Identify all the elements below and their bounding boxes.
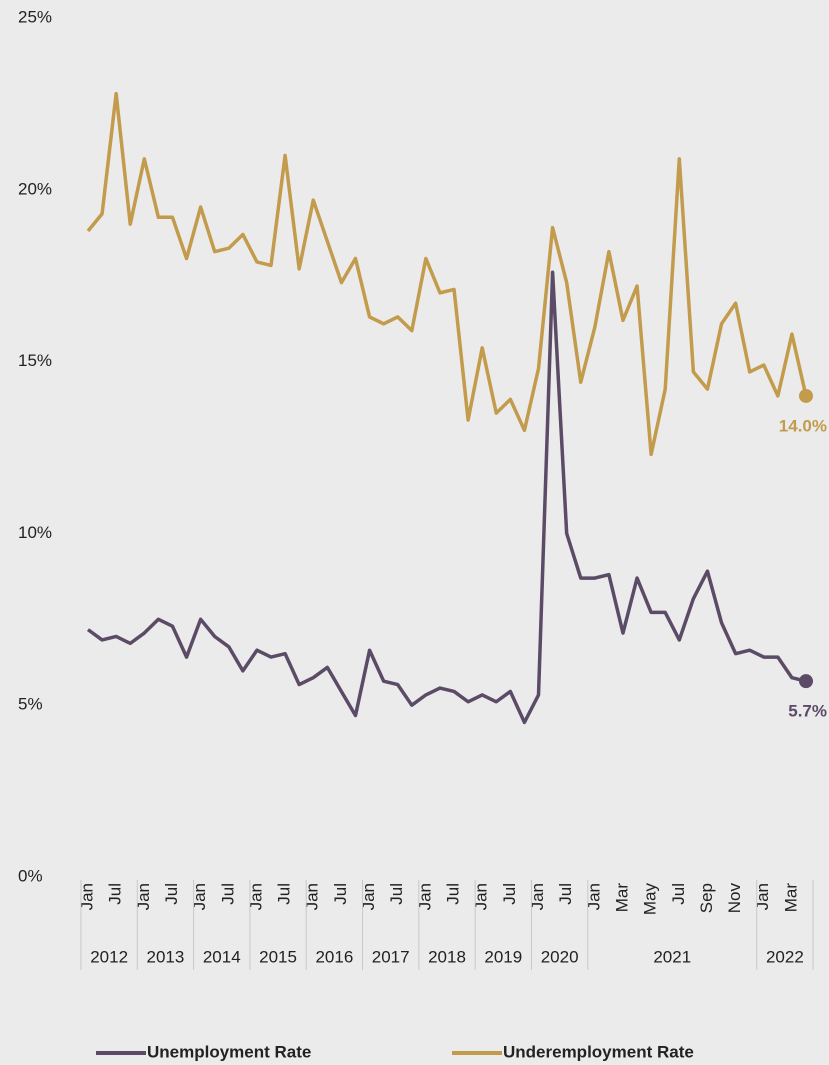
x-tick-label: Mar — [612, 883, 631, 913]
legend-label: Underemployment Rate — [503, 1042, 694, 1061]
y-tick-label: 10% — [18, 523, 52, 542]
x-group-label: 2018 — [428, 947, 466, 966]
x-tick-label: Jul — [162, 883, 181, 905]
x-tick-label: Jan — [584, 883, 603, 910]
x-tick-label: Nov — [725, 883, 744, 914]
x-tick-label: Jul — [500, 883, 519, 905]
x-group-label: 2017 — [372, 947, 410, 966]
series-line — [86, 270, 807, 725]
y-tick-label: 20% — [18, 179, 52, 198]
data-label: 14.0% — [779, 416, 827, 435]
x-tick-label: Jan — [134, 883, 153, 910]
y-tick-label: 5% — [18, 695, 43, 714]
y-tick-label: 15% — [18, 351, 52, 370]
x-group-label: 2013 — [147, 947, 185, 966]
x-tick-label: Jul — [331, 883, 350, 905]
series-line — [86, 91, 808, 457]
x-group-label: 2015 — [259, 947, 297, 966]
x-tick-label: Jul — [218, 883, 237, 905]
y-tick-label: 0% — [18, 866, 43, 885]
x-tick-label: Jan — [359, 883, 378, 910]
legend-label: Unemployment Rate — [147, 1042, 311, 1061]
x-group-label: 2014 — [203, 947, 241, 966]
x-tick-label: Jul — [387, 883, 406, 905]
x-group-label: 2012 — [90, 947, 128, 966]
x-group-label: 2020 — [541, 947, 579, 966]
x-tick-label: Jan — [528, 883, 547, 910]
x-tick-label: Jul — [275, 883, 294, 905]
x-tick-label: Mar — [781, 883, 800, 913]
x-tick-label: Jan — [190, 883, 209, 910]
x-tick-label: May — [641, 883, 660, 916]
x-tick-label: Jul — [444, 883, 463, 905]
x-group-label: 2016 — [315, 947, 353, 966]
end-marker — [799, 674, 813, 689]
x-tick-label: Jul — [106, 883, 125, 905]
x-tick-label: Jul — [669, 883, 688, 905]
x-tick-label: Jan — [246, 883, 265, 910]
data-label: 5.7% — [788, 702, 827, 721]
x-tick-label: Sep — [697, 883, 716, 913]
x-tick-label: Jan — [472, 883, 491, 910]
x-group-label: 2022 — [766, 947, 804, 966]
x-tick-label: Jan — [415, 883, 434, 910]
x-tick-label: Jul — [556, 883, 575, 905]
x-group-label: 2021 — [653, 947, 691, 966]
x-tick-label: Jan — [303, 883, 322, 910]
y-tick-label: 25% — [18, 7, 52, 26]
x-group-label: 2019 — [484, 947, 522, 966]
x-tick-label: Jan — [753, 883, 772, 910]
x-tick-label: Jan — [77, 883, 96, 910]
end-marker — [799, 388, 813, 403]
